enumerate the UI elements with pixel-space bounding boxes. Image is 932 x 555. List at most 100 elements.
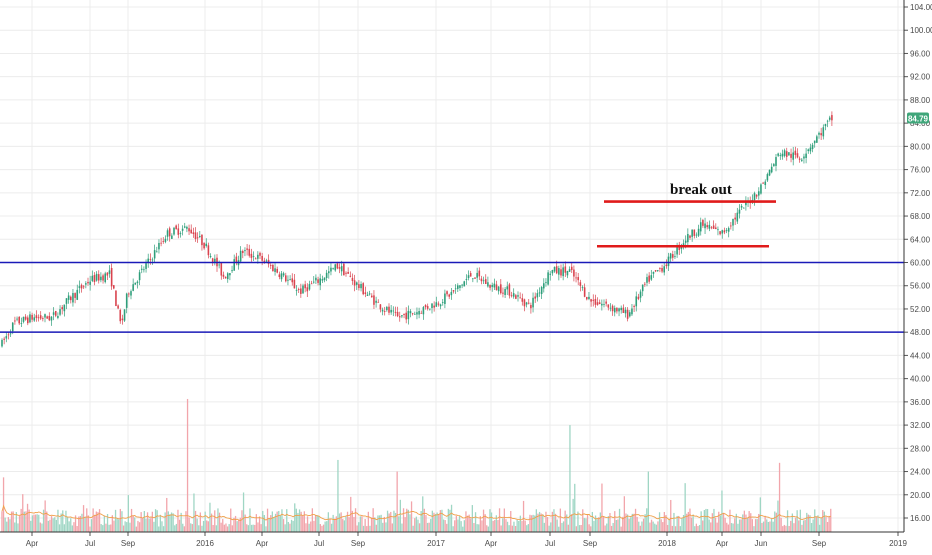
candle [351,273,354,285]
candle [441,299,444,306]
volume-bar [359,516,361,532]
volume-bar [404,517,406,532]
volume-bar [798,520,800,532]
candle [93,272,96,286]
x-tick-label: Apr [485,539,498,548]
volume-bar [47,520,49,532]
candle [76,284,79,301]
volume-bar [697,525,699,532]
candle [315,274,317,285]
volume-bar [332,514,334,532]
candle [540,286,543,299]
volume-bar [593,520,595,532]
volume-bar [750,513,752,532]
candle [719,231,721,236]
candle [177,223,180,239]
volume-bar [57,509,59,532]
y-tick-label: 20.00 [910,491,931,500]
volume-bar [286,509,288,532]
candle [831,111,833,127]
volume-bar [204,511,206,532]
candle [493,278,496,291]
volume-bar [89,526,91,532]
volume-bar [343,520,345,532]
volume-bar [743,510,745,532]
candle [461,283,463,289]
candle [366,291,369,297]
candle [171,233,173,240]
volume-bar [439,510,441,532]
volume-bar [665,515,667,532]
candle [717,226,719,236]
candle [214,254,216,266]
volume-bar [428,522,430,532]
volume-bar [718,511,720,532]
volume-bar [76,526,78,532]
volume-bar [508,525,510,532]
y-tick-label: 68.00 [910,212,931,221]
y-tick-label: 64.00 [910,235,931,244]
candle [257,251,259,264]
candle [820,127,822,140]
candle [566,270,569,279]
volume-bar [554,513,557,532]
volume-bar [484,514,486,532]
volume-bar [33,514,35,532]
candle [723,227,726,235]
volume-bar [62,510,64,532]
candle [50,316,53,326]
candle [353,274,356,292]
candle [809,143,812,155]
volume-bar [596,519,598,532]
volume-bar [345,516,347,532]
volume-bar [769,521,771,532]
candle [448,293,450,300]
volume-bar [542,514,544,532]
volume-bar [711,513,713,532]
support-resistance-lines[interactable] [0,200,904,333]
candle [484,274,487,285]
volume-bar [490,512,493,532]
volume-bar [649,522,651,532]
volume-bar [414,518,416,532]
volume-bar [548,525,550,532]
volume-bar [694,526,696,532]
volume-bar [503,508,505,532]
volume-bar [134,517,136,532]
volume-bar [794,517,797,532]
candle [758,187,760,200]
candle [424,304,427,310]
candle [465,274,468,285]
candle [138,269,141,286]
volume-bar [393,510,395,532]
volume-bar [127,495,129,532]
volume-bar [678,515,680,532]
candle [411,312,414,316]
volume-bar [241,510,243,532]
volume-bar [418,523,421,532]
volume-bar [646,508,648,532]
candle [143,266,145,273]
volume-bar [262,510,264,532]
candle [768,169,771,177]
candle [654,270,657,273]
candle [777,152,779,157]
volume-bar [126,522,128,532]
volume-bar [30,520,32,532]
volume-bar [716,522,718,532]
candle [396,306,399,318]
volume-bar [425,514,427,532]
volume-bar [534,515,536,532]
volume-bar [540,513,542,532]
volume-bar [153,521,155,532]
grid [0,0,904,532]
candle [740,204,743,210]
candle [414,311,416,315]
volume-bar [111,515,113,532]
candle [252,251,255,262]
candle [588,292,590,301]
candle [162,237,165,244]
volume-bar [12,511,14,532]
